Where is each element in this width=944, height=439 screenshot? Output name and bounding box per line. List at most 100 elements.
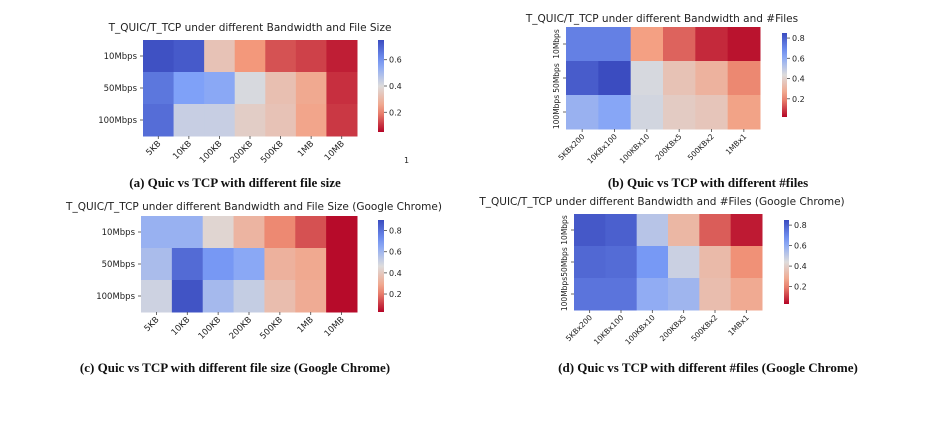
x-tick-label-b-4: 500KBx2	[686, 132, 716, 162]
heatmap-cell-d-2-3	[668, 278, 700, 311]
heatmap-chart-d: T_QUIC/T_TCP under different Bandwidth a…	[478, 196, 844, 347]
heatmap-panel-c: T_QUIC/T_TCP under different Bandwidth a…	[0, 196, 470, 356]
heatmap-panel-b: T_QUIC/T_TCP under different Bandwidth a…	[472, 0, 944, 180]
colorbar-tick-label-d-2: 0.6	[794, 242, 807, 251]
x-tick-label-a-4: 500KB	[259, 139, 286, 166]
heatmap-cell-d-1-3	[668, 246, 700, 279]
heatmap-cell-a-1-3	[234, 72, 266, 105]
heatmap-cell-b-1-1	[598, 61, 632, 96]
x-tick-label-a-5: 1MB	[296, 139, 316, 159]
colorbar-tick-label-c-0: 0.2	[389, 290, 402, 299]
chart-title-c: T_QUIC/T_TCP under different Bandwidth a…	[65, 201, 442, 213]
y-tick-label-c-1: 50Mbps	[102, 260, 136, 270]
heatmap-cell-b-0-3	[663, 27, 696, 62]
heatmap-cell-a-0-4	[265, 40, 297, 73]
heatmap-panel-d: T_QUIC/T_TCP under different Bandwidth a…	[472, 196, 944, 356]
heatmap-cell-c-2-2	[202, 280, 235, 313]
heatmap-cell-d-1-4	[699, 246, 732, 279]
heatmap-cell-d-1-0	[574, 246, 606, 279]
x-tick-label-a-2: 100KB	[198, 139, 225, 166]
heatmap-cell-c-0-3	[233, 216, 265, 249]
x-tick-label-c-5: 1MB	[296, 315, 316, 335]
x-tick-label-c-2: 100KB	[197, 315, 224, 342]
heatmap-cell-b-2-5	[727, 95, 761, 130]
x-tick-label-a-0: 5KB	[144, 139, 163, 158]
colorbar-tick-label-c-1: 0.4	[389, 269, 402, 278]
heatmap-cell-b-1-4	[695, 61, 729, 96]
heatmap-cell-a-2-5	[295, 104, 327, 137]
colorbar-tick-label-b-2: 0.6	[792, 54, 805, 63]
heatmap-cell-b-1-3	[663, 61, 696, 96]
heatmap-cell-d-2-1	[605, 278, 638, 311]
heatmap-cell-c-0-2	[202, 216, 235, 249]
colorbar-tick-label-b-3: 0.8	[792, 34, 805, 43]
heatmap-cell-c-1-4	[264, 248, 296, 281]
heatmap-cell-b-2-0	[566, 95, 599, 130]
heatmap-cell-a-0-6	[326, 40, 358, 73]
y-tick-label-b-0: 10Mbps	[552, 29, 561, 59]
x-tick-label-c-0: 5KB	[143, 315, 162, 334]
heatmap-cell-d-0-5	[730, 214, 763, 247]
heatmap-cell-d-2-4	[699, 278, 732, 311]
y-tick-label-d-1: 50Mbps	[560, 247, 569, 277]
x-tick-label-c-3: 200KB	[228, 315, 255, 342]
heatmap-cell-c-2-3	[233, 280, 265, 313]
heatmap-cell-c-0-4	[264, 216, 296, 249]
y-tick-label-b-2: 100Mbps	[552, 95, 561, 129]
heatmap-cell-b-1-2	[630, 61, 664, 96]
heatmap-cell-c-2-0	[141, 280, 173, 313]
x-tick-label-d-5: 1MBx1	[726, 313, 751, 338]
heatmap-cell-c-1-0	[141, 248, 173, 281]
heatmap-cell-d-0-2	[636, 214, 669, 247]
colorbar-c	[378, 220, 384, 312]
colorbar-tick-label-b-1: 0.4	[792, 75, 805, 84]
heatmap-cell-b-2-4	[695, 95, 729, 130]
x-tick-label-b-0: 5KBx200	[556, 132, 586, 162]
heatmap-cell-d-0-4	[699, 214, 732, 247]
x-tick-label-c-4: 500KB	[258, 315, 285, 342]
caption-b: (b) Quic vs TCP with different #files	[607, 175, 809, 190]
y-tick-label-b-1: 50Mbps	[552, 63, 561, 93]
heatmap-cell-d-2-0	[574, 278, 606, 311]
colorbar-tick-label-a-0: 0.2	[389, 108, 402, 117]
heatmap-cell-a-1-2	[204, 72, 236, 105]
colorbar-tick-label-b-0: 0.2	[792, 95, 805, 104]
heatmap-cell-d-0-1	[605, 214, 638, 247]
heatmap-cell-a-1-0	[143, 72, 175, 105]
heatmap-cell-b-0-0	[566, 27, 599, 62]
heatmap-cell-d-1-5	[730, 246, 763, 279]
heatmap-cell-b-0-5	[727, 27, 761, 62]
colorbar-tick-label-d-0: 0.2	[794, 283, 807, 292]
heatmap-cell-b-2-2	[630, 95, 664, 130]
y-tick-label-a-1: 50Mbps	[104, 84, 138, 94]
heatmap-cell-a-0-2	[204, 40, 236, 73]
heatmap-cell-d-0-3	[668, 214, 700, 247]
y-tick-label-a-2: 100Mbps	[98, 116, 137, 126]
colorbar-tick-label-a-2: 0.6	[389, 56, 402, 65]
x-tick-label-a-1: 10KB	[171, 139, 194, 162]
y-tick-label-d-2: 100Mbps	[560, 277, 569, 311]
heatmap-cell-c-2-5	[295, 280, 327, 313]
heatmap-cell-a-0-5	[295, 40, 327, 73]
heatmap-cell-a-1-6	[326, 72, 358, 105]
heatmap-cell-d-1-2	[636, 246, 669, 279]
heatmap-chart-a: T_QUIC/T_TCP under different Bandwidth a…	[98, 22, 402, 166]
x-tick-label-b-2: 100KBx10	[618, 132, 652, 166]
chart-title-b: T_QUIC/T_TCP under different Bandwidth a…	[525, 13, 798, 25]
heatmap-cell-d-2-5	[730, 278, 763, 311]
x-tick-label-c-1: 10KB	[170, 315, 193, 338]
y-tick-label-c-0: 10Mbps	[102, 228, 136, 238]
heatmap-cell-b-0-4	[695, 27, 729, 62]
heatmap-chart-c: T_QUIC/T_TCP under different Bandwidth a…	[65, 201, 442, 342]
x-tick-label-a-3: 200KB	[229, 139, 256, 166]
colorbar-b	[782, 33, 787, 117]
heatmap-cell-a-0-1	[173, 40, 205, 73]
heatmap-cell-c-2-1	[171, 280, 204, 313]
colorbar-tick-label-a-1: 0.4	[389, 82, 402, 91]
heatmap-cell-c-1-2	[202, 248, 235, 281]
heatmap-cell-a-2-0	[143, 104, 175, 137]
heatmap-cell-c-0-1	[171, 216, 204, 249]
heatmap-cell-b-0-2	[630, 27, 664, 62]
heatmap-cell-c-2-6	[326, 280, 358, 313]
heatmap-cell-c-0-5	[295, 216, 327, 249]
